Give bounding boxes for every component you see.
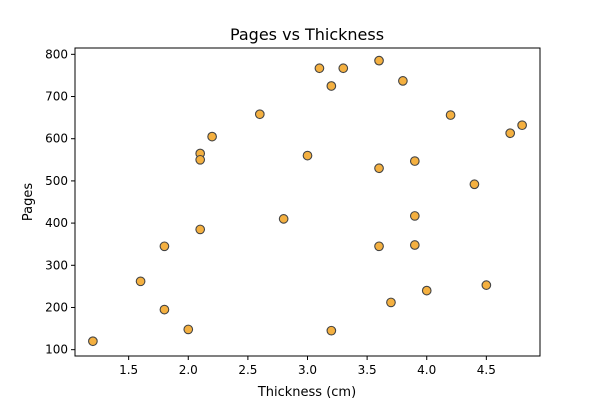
data-point <box>409 156 420 166</box>
data-point <box>409 211 420 221</box>
data-point <box>505 128 516 139</box>
data-point <box>326 325 337 336</box>
x-axis-label: Thickness (cm) <box>257 385 356 400</box>
x-tick-label: 2.5 <box>238 363 257 377</box>
y-tick-label: 800 <box>45 47 68 61</box>
data-point <box>409 240 420 250</box>
y-axis-label: Pages <box>21 183 36 221</box>
y-tick-label: 600 <box>45 132 68 146</box>
data-point <box>421 285 432 296</box>
data-point <box>135 276 146 287</box>
x-tick-label: 4.5 <box>477 363 496 377</box>
data-point <box>183 324 194 335</box>
data-point <box>338 63 349 74</box>
data-point <box>159 304 170 315</box>
data-point <box>386 297 396 308</box>
y-tick-label: 200 <box>45 300 68 314</box>
data-point <box>374 241 384 252</box>
data-point <box>195 224 206 235</box>
x-tick-label: 1.5 <box>119 363 138 377</box>
y-tick-label: 400 <box>45 216 68 230</box>
data-point <box>326 81 337 91</box>
data-point <box>207 131 217 142</box>
data-point <box>398 76 408 86</box>
x-tick-label: 3.0 <box>298 363 317 377</box>
plot-frame <box>74 47 541 357</box>
data-point <box>314 63 325 74</box>
data-point <box>469 179 480 190</box>
data-point <box>195 154 206 165</box>
x-tick-label: 3.5 <box>358 363 377 377</box>
data-point <box>254 109 265 120</box>
data-point <box>88 336 98 347</box>
x-tick-label: 4.0 <box>417 363 436 377</box>
data-point <box>278 214 289 224</box>
y-tick-label: 300 <box>45 258 68 272</box>
data-point <box>159 241 170 252</box>
points-layer <box>88 55 527 347</box>
y-tick-label: 700 <box>45 90 68 104</box>
data-point <box>374 163 384 174</box>
x-axis-ticks: 1.5 2.0 2.5 3.0 3.5 4.0 4.5 <box>119 356 496 377</box>
data-point <box>302 150 313 161</box>
x-tick-label: 2.0 <box>179 363 198 377</box>
y-tick-label: 100 <box>45 343 68 357</box>
data-point <box>481 280 492 290</box>
chart-title: Pages vs Thickness <box>230 25 384 44</box>
y-tick-label: 500 <box>45 174 68 188</box>
y-axis-ticks: 100 200 300 400 500 600 700 800 <box>45 47 75 357</box>
data-point <box>517 120 527 131</box>
data-point <box>445 110 456 120</box>
data-point <box>374 55 384 66</box>
